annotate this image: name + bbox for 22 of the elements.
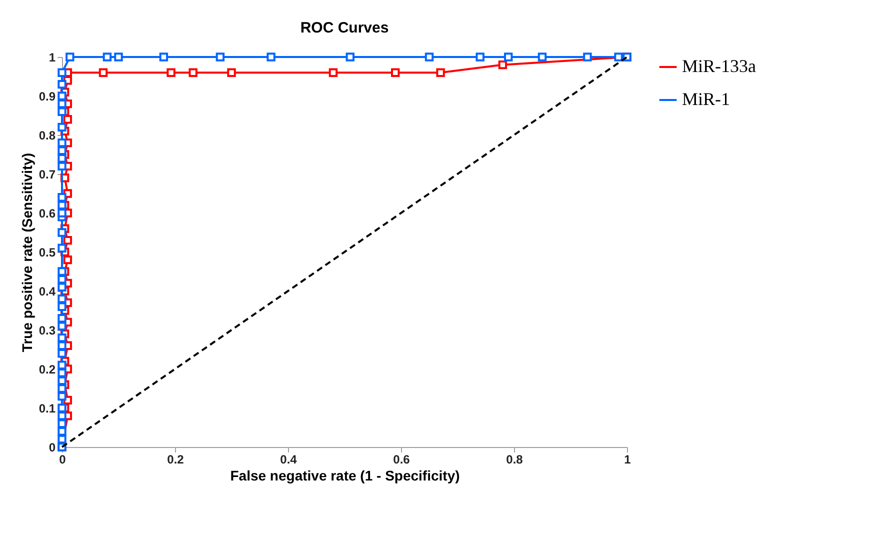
x-tick-label: 0.8 (506, 452, 524, 466)
y-tick-label: 0.3 (38, 324, 56, 338)
y-tick-label: 0.7 (38, 168, 56, 182)
y-tick-label: 0.9 (38, 90, 56, 104)
y-tick-label: 0.4 (38, 284, 56, 298)
y-tick-label: 0 (48, 440, 56, 454)
y-tick-label: 1 (48, 50, 56, 64)
chart-title: ROC Curves (300, 20, 389, 37)
x-tick-label: 0.6 (393, 452, 410, 466)
y-axis-title: True positive rate (Sensitivity) (18, 152, 35, 352)
y-tick-label: 0.6 (38, 206, 56, 220)
x-tick-label: 1 (624, 452, 632, 466)
y-tick-label: 0.5 (38, 246, 56, 260)
x-axis-title: False negative rate (1 - Specificity) (230, 468, 460, 484)
x-tick-label: 0.2 (167, 452, 184, 466)
legend-label: MiR-133a (682, 56, 756, 76)
y-tick-label: 0.8 (38, 128, 56, 142)
x-tick-label: 0 (59, 452, 66, 466)
legend-label: MiR-1 (682, 89, 730, 109)
y-tick-label: 0.1 (38, 402, 56, 416)
x-tick-label: 0.4 (280, 452, 298, 466)
y-tick-label: 0.2 (38, 362, 56, 376)
